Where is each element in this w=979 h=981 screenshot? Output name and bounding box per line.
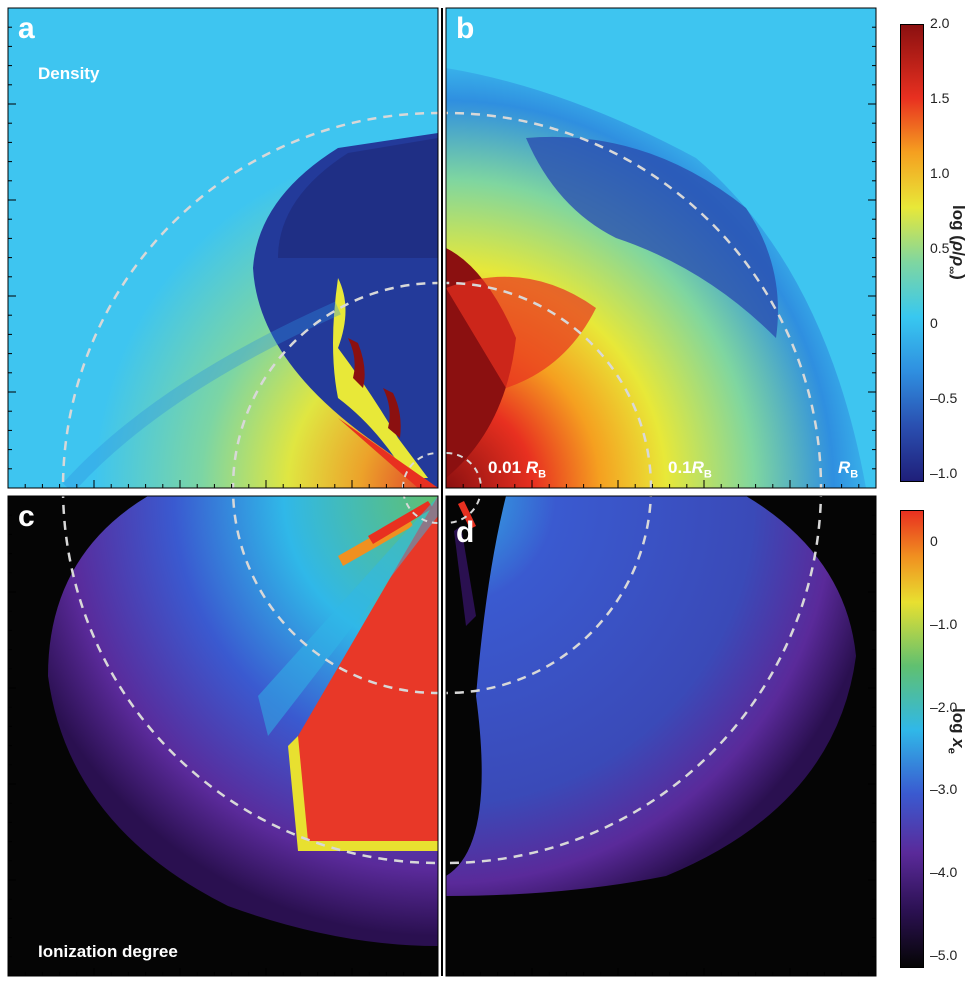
panel-title-ionization: Ionization degree xyxy=(38,942,178,961)
panel-b-density: b 0.01 RB 0.1RB RB xyxy=(446,8,876,488)
ion-title-x: x xyxy=(949,738,968,748)
radius-label-001-symbol: R xyxy=(525,458,539,477)
radius-label-001-value: 0.01 xyxy=(488,458,526,477)
density-tick-label: 0.5 xyxy=(930,240,950,256)
density-tick-label: –1.0 xyxy=(930,465,958,481)
panel-letter-c: c xyxy=(18,500,35,533)
ionization-tick-label: –3.0 xyxy=(930,781,958,798)
density-title-rho: ρ xyxy=(949,240,968,252)
panel-letter-a: a xyxy=(18,12,35,45)
radius-label-01-symbol: R xyxy=(691,458,704,477)
radius-label-01-sub: B xyxy=(703,468,712,481)
radius-label-01: 0.1RB xyxy=(668,458,712,480)
density-title-rho-inf: ρ xyxy=(949,255,968,267)
ionization-tick-label: 0 xyxy=(930,533,938,549)
radius-label-rb-symbol: R xyxy=(838,458,851,477)
panel-letter-b: b xyxy=(456,12,475,45)
density-colorbar xyxy=(900,24,924,482)
density-title-prefix: log ( xyxy=(949,205,968,241)
radius-label-001: 0.01 RB xyxy=(488,458,546,480)
density-tick-label: 1.5 xyxy=(930,90,950,106)
panel-title-density: Density xyxy=(38,64,100,83)
density-tick-label: 2.0 xyxy=(930,15,950,31)
panel-letter-d: d xyxy=(456,516,475,549)
density-tick-label: 0 xyxy=(930,315,938,331)
ionization-map-left xyxy=(8,496,438,976)
ion-title-sub: e xyxy=(945,747,958,754)
ionization-tick-label: –4.0 xyxy=(930,864,958,881)
ion-title-prefix: log xyxy=(949,708,968,739)
density-map-left xyxy=(8,8,438,488)
panel-a-density: a Density xyxy=(8,8,438,488)
ionization-colorbar-title: log xe xyxy=(946,708,968,754)
density-tick-label: –0.5 xyxy=(930,390,958,406)
density-title-suffix: ) xyxy=(949,274,968,280)
radius-label-rb: RB xyxy=(838,458,858,480)
radius-label-rb-sub: B xyxy=(850,468,859,481)
ionization-map-right xyxy=(446,496,876,976)
radius-label-001-sub: B xyxy=(538,468,547,481)
density-map-right xyxy=(446,8,876,488)
radius-label-01-value: 0.1 xyxy=(668,458,692,477)
panel-d-ionization: d xyxy=(446,496,876,976)
ionization-tick-label: –1.0 xyxy=(930,615,958,632)
density-title-inf: ∞ xyxy=(945,266,958,275)
panel-c-ionization: c Ionization degree xyxy=(8,496,438,976)
density-tick-label: 1.0 xyxy=(930,165,950,181)
density-colorbar-title: log (ρ/ρ∞) xyxy=(946,205,968,280)
ionization-colorbar xyxy=(900,510,924,968)
ionization-tick-label: –5.0 xyxy=(930,947,958,963)
ionization-tick-label: –2.0 xyxy=(930,698,958,715)
